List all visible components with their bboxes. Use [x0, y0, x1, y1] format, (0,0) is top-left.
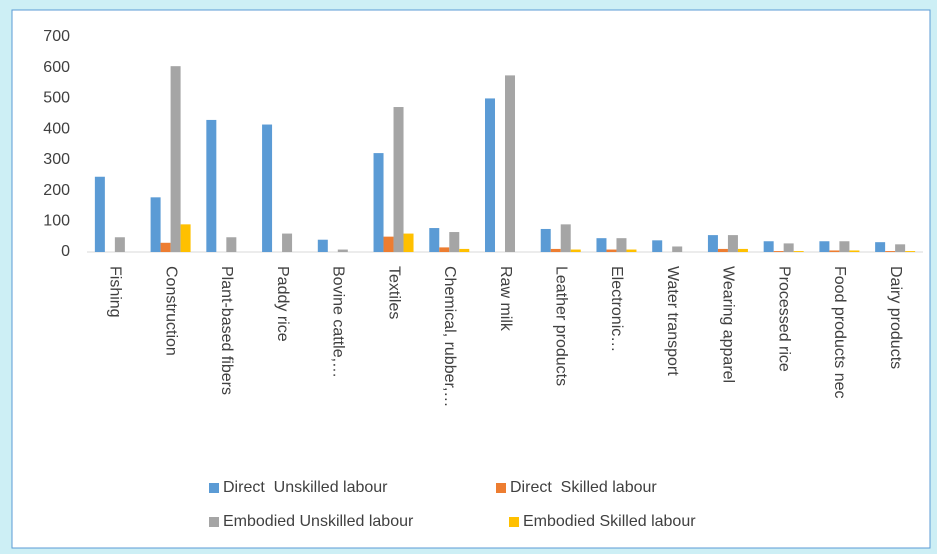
x-tick-label: Electronic… [608, 266, 625, 352]
bar [652, 240, 663, 252]
legend-swatch [209, 483, 219, 493]
bar [905, 251, 916, 252]
bar [485, 98, 495, 252]
bar [94, 176, 105, 252]
y-tick-label: 200 [43, 182, 70, 199]
y-tick-label: 600 [43, 59, 70, 76]
bar [773, 251, 784, 252]
legend-label: Direct Skilled labour [510, 479, 657, 496]
x-tick-label: Processed rice [775, 266, 792, 372]
bar [505, 75, 515, 253]
x-tick-label: Textiles [385, 266, 402, 319]
bar [429, 228, 440, 252]
bar [763, 241, 774, 252]
bar [393, 107, 404, 253]
bar [672, 246, 683, 252]
y-tick-label: 0 [61, 243, 70, 260]
bar [403, 233, 414, 252]
bar [819, 241, 830, 252]
bar [449, 232, 460, 252]
bar [540, 228, 551, 252]
bar [737, 248, 748, 252]
bar [895, 244, 906, 252]
bar [337, 249, 348, 252]
legend-swatch [496, 483, 506, 493]
bar [317, 239, 328, 252]
bar [875, 242, 886, 252]
bar [150, 197, 161, 252]
bar [596, 238, 607, 252]
bar [829, 250, 840, 252]
bar [373, 153, 384, 252]
bar [550, 248, 561, 252]
x-tick-label: Raw milk [497, 266, 514, 332]
x-tick-label: Bovine cattle,… [330, 266, 347, 378]
bar [626, 249, 637, 252]
bar [783, 243, 794, 252]
y-tick-label: 300 [43, 151, 70, 168]
legend-swatch [209, 517, 219, 527]
x-tick-label: Paddy rice [274, 266, 291, 342]
bar [383, 236, 394, 252]
bar [262, 124, 273, 252]
y-tick-label: 700 [43, 28, 70, 45]
y-tick-label: 100 [43, 213, 70, 230]
x-tick-label: Chemical, rubber,… [441, 266, 458, 407]
bar [206, 119, 217, 252]
bar [114, 237, 125, 252]
x-tick-label: Plant-based fibers [218, 266, 235, 395]
x-tick-label: Food products nec [831, 266, 848, 399]
bar [560, 224, 571, 252]
bar [570, 249, 581, 252]
bar [439, 247, 450, 252]
bar [616, 238, 627, 252]
x-tick-label: Leather products [552, 266, 569, 386]
bar [885, 251, 896, 252]
x-tick-label: Wearing apparel [720, 266, 737, 383]
bar [727, 235, 738, 252]
x-tick-label: Fishing [107, 266, 124, 318]
bar [459, 248, 470, 252]
bar [180, 224, 191, 252]
legend-label: Embodied Unskilled labour [223, 513, 414, 530]
legend-label: Embodied Skilled labour [523, 513, 696, 530]
legend-label: Direct Unskilled labour [223, 479, 388, 496]
bar [717, 248, 728, 252]
bar [282, 233, 293, 252]
bar [226, 237, 237, 252]
legend-swatch [509, 517, 519, 527]
bar [160, 242, 171, 252]
y-tick-label: 500 [43, 90, 70, 107]
bar [606, 249, 617, 252]
x-tick-label: Water transport [664, 266, 681, 376]
chart-panel [11, 9, 931, 549]
bar [849, 250, 860, 252]
bar [170, 66, 181, 252]
bar [839, 241, 850, 252]
y-tick-label: 400 [43, 120, 70, 137]
bar [793, 251, 804, 252]
bar [707, 235, 718, 252]
x-tick-label: Construction [162, 266, 179, 356]
x-tick-label: Dairy products [887, 266, 904, 369]
